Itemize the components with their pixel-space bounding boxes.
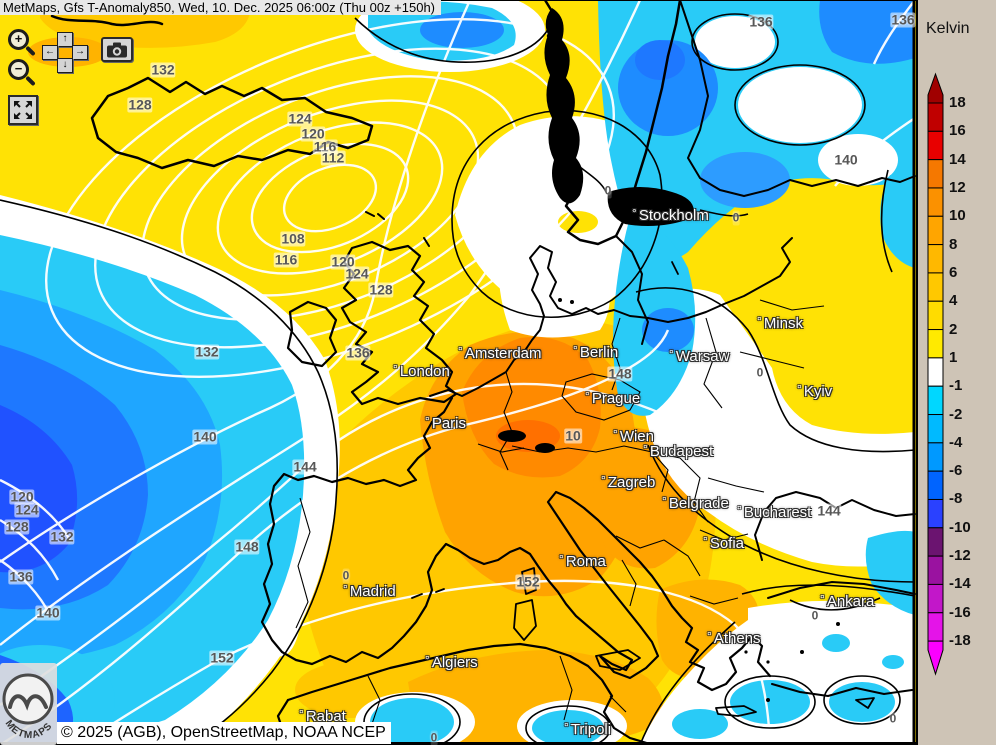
geopotential-contour-label: 136 <box>345 346 370 361</box>
city-label-bucharest: °Bucharest <box>737 502 811 521</box>
pan-down-button[interactable]: ↓ <box>57 58 73 73</box>
pan-up-button[interactable]: ↑ <box>57 32 73 47</box>
geopotential-contour-label: 128 <box>4 520 29 535</box>
legend-tick-label: 12 <box>949 179 966 197</box>
geopotential-contour-label: 152 <box>209 651 234 666</box>
legend-tick-label: -4 <box>949 434 962 452</box>
title-text: MetMaps, Gfs T-Anomaly850, Wed, 10. Dec.… <box>3 0 435 15</box>
geopotential-contour-label: 152 <box>515 575 540 590</box>
metmaps-app: 1321281241201161121081161201241281361361… <box>0 0 996 745</box>
geopotential-contour-label: 140 <box>192 430 217 445</box>
arrow-right-icon: → <box>75 46 85 57</box>
geopotential-contour-label: 128 <box>127 98 152 113</box>
arrow-up-icon: ↑ <box>63 33 68 44</box>
legend-tick-label: -16 <box>949 604 971 622</box>
city-label-zagreb: °Zagreb <box>601 472 655 491</box>
city-label-athens: °Athens <box>707 628 761 647</box>
legend-tick-label: 1 <box>949 349 957 367</box>
city-label-berlin: °Berlin <box>573 342 618 361</box>
geopotential-contour-label: 128 <box>368 283 393 298</box>
legend-tick-label: -8 <box>949 490 962 508</box>
geopotential-contour-label: 112 <box>321 151 346 166</box>
city-label-madrid: °Madrid <box>343 581 396 600</box>
legend-tick-label: -14 <box>949 575 971 593</box>
city-label-algiers: °Algiers <box>425 652 478 671</box>
geopotential-contour-label: 140 <box>833 153 858 168</box>
zero-anomaly-contour-label: 0 <box>812 609 819 624</box>
screenshot-button[interactable] <box>101 37 133 62</box>
zoom-in-button[interactable]: + <box>8 29 29 50</box>
geopotential-contour-label: 148 <box>234 540 259 555</box>
city-label-prague: °Prague <box>585 388 640 407</box>
geopotential-contour-label: 144 <box>816 504 841 519</box>
geopotential-contour-label: 144 <box>292 460 317 475</box>
legend-tick-label: 2 <box>949 321 957 339</box>
legend-tick-label: 8 <box>949 236 957 254</box>
city-label-amsterdam: °Amsterdam <box>458 343 542 362</box>
geopotential-contour-label: 132 <box>49 530 74 545</box>
geopotential-contour-label: 10 <box>564 429 582 444</box>
geopotential-contour-label: 124 <box>14 503 39 518</box>
geopotential-contour-label: 148 <box>607 367 632 382</box>
legend-tick-label: 18 <box>949 94 966 112</box>
geopotential-contour-label: 108 <box>280 232 305 247</box>
metmaps-logo: METMAPS <box>0 663 57 745</box>
geopotential-contour-label: 140 <box>35 606 60 621</box>
zoom-out-button[interactable]: − <box>8 59 29 80</box>
legend-tick-label: -18 <box>949 632 971 650</box>
city-label-budapest: °Budapest <box>643 441 713 460</box>
city-label-paris: °Paris <box>425 413 466 432</box>
geopotential-contour-label: 136 <box>748 15 773 30</box>
legend-tick-label: -2 <box>949 406 962 424</box>
zero-anomaly-contour-label: 0 <box>733 211 740 226</box>
weather-map[interactable]: 1321281241201161121081161201241281361361… <box>0 0 916 745</box>
fullscreen-button[interactable] <box>8 95 38 125</box>
legend-tick-label: 6 <box>949 264 957 282</box>
city-label-minsk: °Minsk <box>757 313 803 332</box>
title-bar: MetMaps, Gfs T-Anomaly850, Wed, 10. Dec.… <box>0 0 441 15</box>
legend-tick-label: 14 <box>949 151 966 169</box>
city-label-stockholm: °Stockholm <box>632 205 709 224</box>
legend-tick-label: 4 <box>949 292 957 310</box>
metmaps-logo-icon: METMAPS <box>0 663 57 745</box>
city-label-london: °London <box>393 361 450 380</box>
zero-anomaly-contour-label: 0 <box>757 366 764 381</box>
plus-icon: + <box>15 31 23 46</box>
geopotential-contour-label: 124 <box>344 267 369 282</box>
city-label-kyiv: °Kyiv <box>797 381 832 400</box>
city-label-tripoli: °Tripoli <box>564 719 611 738</box>
city-label-warsaw: °Warsaw <box>669 346 729 365</box>
zero-anomaly-contour-label: 0 <box>431 731 438 745</box>
geopotential-contour-label: 132 <box>150 63 175 78</box>
zero-anomaly-contour-label: 0 <box>890 712 897 727</box>
pan-right-button[interactable]: → <box>72 45 88 60</box>
legend-panel: Kelvin 18 16 14 12 10 8 6 4 2 1 -1 -2 -4 -6 -8 -10 -12 -1… <box>916 0 996 745</box>
geopotential-contour-label: 136 <box>890 13 915 28</box>
geopotential-contour-label: 132 <box>194 345 219 360</box>
fullscreen-expand-icon <box>13 100 33 120</box>
minus-icon: − <box>15 61 23 76</box>
arrow-left-icon: ← <box>45 46 55 57</box>
arrow-down-icon: ↓ <box>63 59 68 70</box>
legend-tick-label: -1 <box>949 377 962 395</box>
city-label-sofia: °Sofia <box>703 533 744 552</box>
pan-left-button[interactable]: ← <box>42 45 58 60</box>
legend-tick-label: -6 <box>949 462 962 480</box>
legend-tick-label: -10 <box>949 519 971 537</box>
geopotential-contour-label: 124 <box>287 112 312 127</box>
city-label-roma: °Roma <box>559 551 606 570</box>
geopotential-contour-label: 136 <box>8 570 33 585</box>
camera-icon <box>106 42 128 58</box>
city-label-belgrade: °Belgrade <box>662 493 729 512</box>
city-label-ankara: °Ankara <box>820 591 874 610</box>
legend-title: Kelvin <box>926 20 970 38</box>
geopotential-contour-label: 116 <box>274 253 299 268</box>
attribution-text: © 2025 (AGB), OpenStreetMap, NOAA NCEP <box>57 722 391 744</box>
legend-tick-label: 16 <box>949 122 966 140</box>
legend-tick-label: 10 <box>949 207 966 225</box>
zero-anomaly-contour-label: 0 <box>605 184 612 199</box>
legend-tick-label: -12 <box>949 547 971 565</box>
